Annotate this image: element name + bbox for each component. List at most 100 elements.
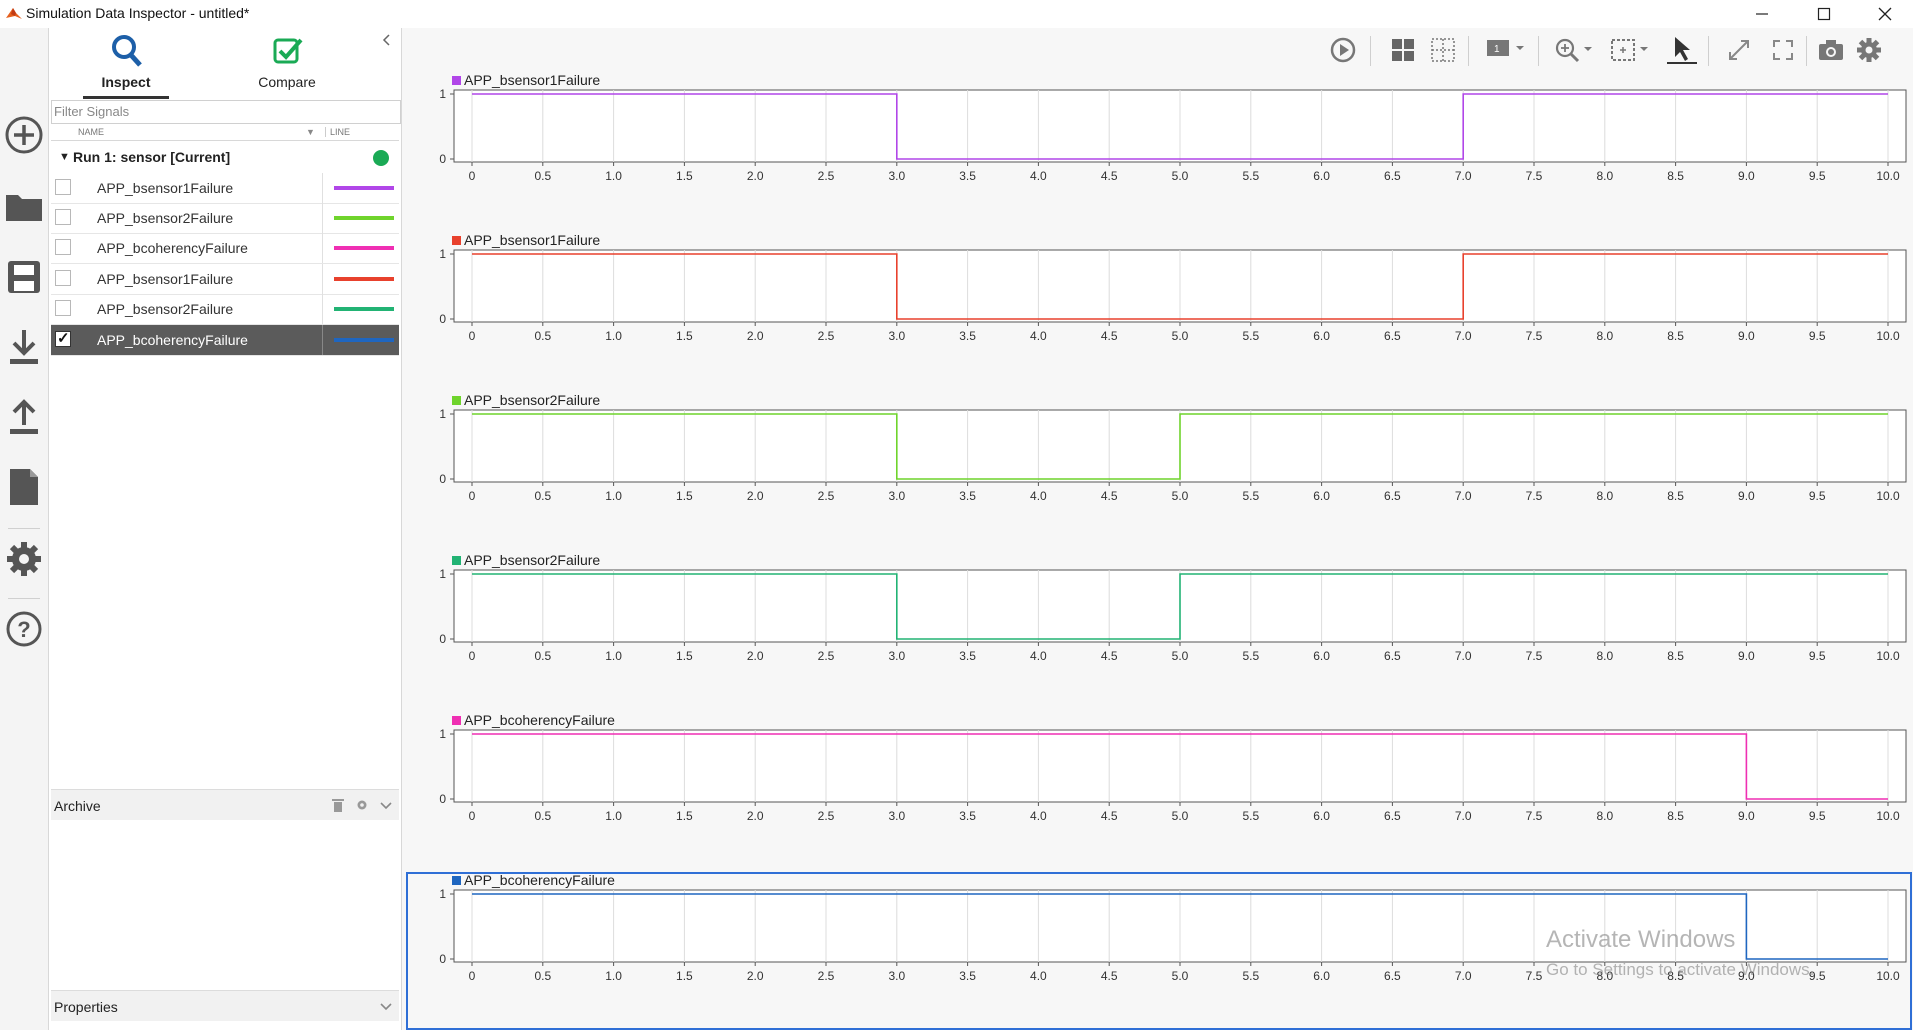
run-row[interactable]: ▼ Run 1: sensor [Current] [51,142,399,172]
tab-compare[interactable]: Compare [232,28,342,98]
signal-checkbox[interactable] [55,270,71,286]
export-button[interactable] [0,384,48,450]
grid-button[interactable] [1428,36,1458,64]
maximize-button[interactable] [1801,0,1847,28]
name-column-header[interactable]: NAME [78,127,105,137]
x-tick-label: 3.0 [888,649,905,663]
window-title: Simulation Data Inspector - untitled* [26,5,250,21]
close-button[interactable] [1862,0,1908,28]
signal-trace[interactable] [472,253,1888,320]
plot-3[interactable]: APP_bsensor2Failure 0 0.5 1.0 1.5 2.0 2.5 3.0 3.… [408,394,1910,548]
x-tick-label: 4.0 [1030,169,1047,183]
signal-name: APP_bsensor2Failure [97,210,234,226]
x-tick-label: 1.5 [676,169,693,183]
x-tick-label: 2.0 [747,969,764,983]
signal-row[interactable]: APP_bsensor1Failure [51,173,399,204]
x-tick-label: 8.5 [1667,809,1684,823]
zoom-region-button[interactable] [1608,36,1654,64]
plot-2-svg[interactable]: APP_bsensor1Failure 0 0.5 1.0 1.5 2.0 2.5 3.0 3.… [408,234,1910,388]
signal-trace[interactable] [472,93,1888,160]
minimize-button[interactable] [1739,0,1785,28]
signal-checkbox[interactable] [55,179,71,195]
signal-name: APP_bsensor1Failure [97,180,234,196]
plot-6-svg[interactable]: APP_bcoherencyFailure 0 0.5 1.0 1.5 2.0 2.5 3.0… [408,874,1910,1028]
signal-line-swatch[interactable] [334,307,394,311]
plot-4-svg[interactable]: APP_bsensor2Failure 0 0.5 1.0 1.5 2.0 2.5 3.0 3.… [408,554,1910,708]
signal-checkbox[interactable] [55,239,71,255]
plot-title: APP_bcoherencyFailure [464,714,615,728]
preferences-button[interactable] [0,526,48,592]
plot-settings-button[interactable] [1854,36,1884,64]
signal-checkbox[interactable] [55,329,71,347]
plot-title: APP_bsensor1Failure [464,74,600,88]
plot-6[interactable]: APP_bcoherencyFailure 0 0.5 1.0 1.5 2.0 2.5 3.0… [406,872,1912,1030]
line-column-header[interactable]: LINE [325,127,350,137]
replay-button[interactable] [1328,36,1358,64]
help-button[interactable]: ? [0,596,48,662]
replay-icon [1330,37,1356,63]
signal-line-swatch[interactable] [334,246,394,250]
x-tick-label: 5.5 [1242,649,1259,663]
signal-line-swatch[interactable] [334,186,394,190]
x-tick-label: 1.5 [676,969,693,983]
signal-checkbox[interactable] [55,209,71,225]
x-tick-label: 7.0 [1455,809,1472,823]
signal-line-swatch[interactable] [334,338,394,342]
trash-icon[interactable] [331,798,345,812]
save-button[interactable] [0,244,48,310]
signal-trace[interactable] [472,893,1888,960]
signal-row[interactable]: APP_bsensor1Failure [51,264,399,295]
x-tick-label: 1.0 [605,169,622,183]
y-tick-label: 0 [439,952,446,966]
signal-trace[interactable] [472,413,1888,480]
zoom-in-button[interactable] [1552,36,1598,64]
minimize-icon [1756,13,1768,15]
x-tick-label: 1.0 [605,329,622,343]
layout-button[interactable] [1388,36,1418,64]
plot-5-svg[interactable]: APP_bcoherencyFailure 0 0.5 1.0 1.5 2.0 2.5 3.0… [408,714,1910,868]
signal-row[interactable]: APP_bcoherencyFailure [51,233,399,264]
expand-button[interactable] [1724,36,1754,64]
signal-checkbox[interactable] [55,300,71,316]
collapse-panel-icon[interactable] [379,32,395,48]
fit-to-view-button[interactable] [1768,36,1798,64]
new-session-button[interactable] [0,102,48,168]
signal-row[interactable]: APP_bsensor2Failure [51,203,399,234]
visualization-gallery-button[interactable]: 1 [1484,36,1530,64]
plot-3-svg[interactable]: APP_bsensor2Failure 0 0.5 1.0 1.5 2.0 2.5 3.0 3.… [408,394,1910,548]
signal-line-swatch[interactable] [334,277,394,281]
open-button[interactable] [0,174,48,240]
snapshot-button[interactable] [1816,36,1846,64]
import-button[interactable] [0,314,48,380]
signal-line-swatch[interactable] [334,216,394,220]
plot-1-svg[interactable]: APP_bsensor1Failure 0 0.5 1.0 1.5 2.0 2.5 3.0 3.… [408,74,1910,228]
x-tick-label: 3.0 [888,809,905,823]
cursor-button[interactable] [1664,36,1700,64]
x-tick-label: 8.0 [1596,969,1613,983]
properties-section-header[interactable]: Properties [51,990,399,1021]
sort-caret-icon[interactable]: ▼ [306,127,315,137]
chevron-down-icon[interactable] [379,798,393,812]
x-tick-label: 7.5 [1526,489,1543,503]
chevron-down-icon[interactable] [379,999,393,1013]
expand-triangle-icon[interactable]: ▼ [59,151,70,163]
x-tick-label: 5.0 [1172,649,1189,663]
plot-1[interactable]: APP_bsensor1Failure 0 0.5 1.0 1.5 2.0 2.5 3.0 3.… [408,74,1910,228]
report-button[interactable] [0,454,48,520]
filter-signals-input[interactable] [52,101,396,121]
x-tick-label: 3.5 [959,329,976,343]
signal-row[interactable]: APP_bcoherencyFailure [51,325,399,356]
x-tick-label: 2.5 [818,809,835,823]
x-tick-label: 5.0 [1172,809,1189,823]
x-tick-label: 6.5 [1384,969,1401,983]
tab-inspect[interactable]: Inspect [71,28,181,99]
signal-trace[interactable] [472,733,1888,800]
signal-trace[interactable] [472,573,1888,640]
plot-4[interactable]: APP_bsensor2Failure 0 0.5 1.0 1.5 2.0 2.5 3.0 3.… [408,554,1910,708]
archive-section-header[interactable]: Archive [51,789,399,820]
plot-5[interactable]: APP_bcoherencyFailure 0 0.5 1.0 1.5 2.0 2.5 3.0… [408,714,1910,868]
x-tick-label: 1.0 [605,969,622,983]
archive-settings-icon[interactable] [355,798,369,812]
signal-row[interactable]: APP_bsensor2Failure [51,294,399,325]
plot-2[interactable]: APP_bsensor1Failure 0 0.5 1.0 1.5 2.0 2.5 3.0 3.… [408,234,1910,388]
